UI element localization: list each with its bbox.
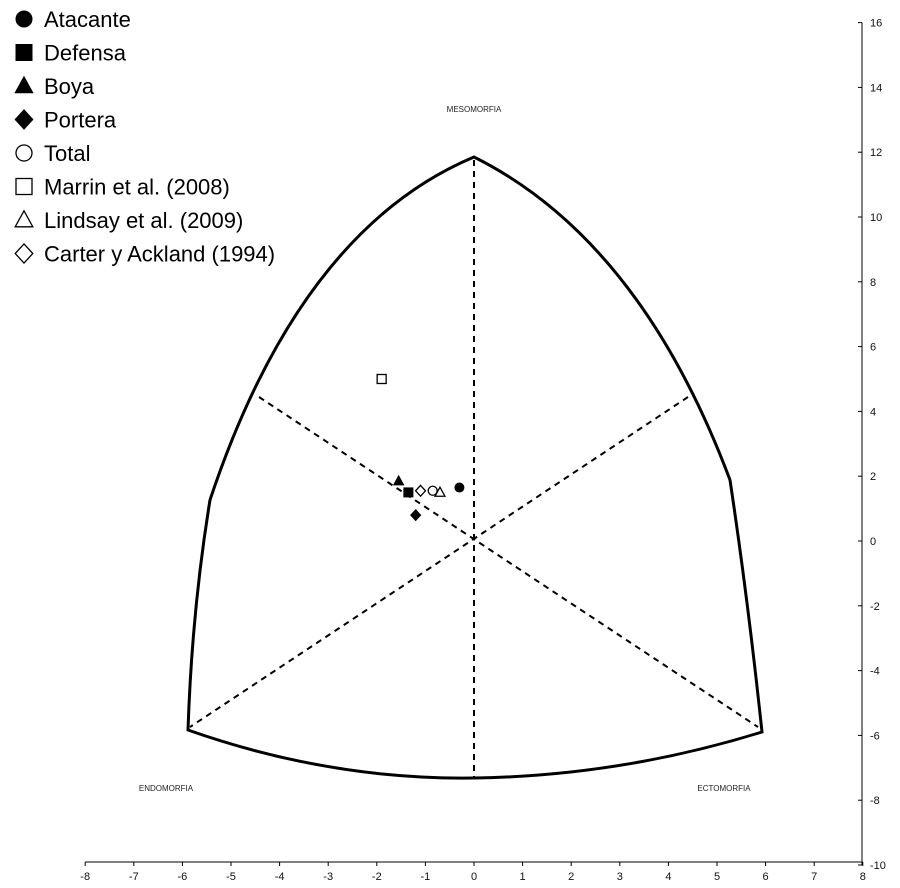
y-tick-label: 2 [870,471,876,483]
x-tick-label: 8 [860,871,866,883]
y-tick-label: 14 [870,82,882,94]
legend-label-defensa: Defensa [44,41,127,66]
x-tick-label: 7 [811,871,817,883]
x-tick-label: -2 [372,871,382,883]
x-tick-label: 4 [665,871,671,883]
point-marrin-et-al-2008 [376,373,387,385]
x-tick-label: -5 [226,871,236,883]
legend-marker-lindsay-et-al-2009 [14,209,34,228]
x-tick-label: 1 [520,871,526,883]
y-tick-label: -6 [870,730,880,742]
legend: Atacante Defensa Boya Portera Total Marrin et… [14,7,275,267]
point-defensa [403,487,414,498]
mesomorfia-label: MESOMORFIA [447,105,502,114]
legend-marker-defensa [15,44,33,61]
data-points [376,373,465,522]
y-tick-label: 6 [870,342,876,354]
somatochart-outline [186,155,764,780]
endomorfia-ectomorfia-diagonal-1 [258,396,759,728]
point-boya [392,474,405,486]
endomorfia-ectomorfia-diagonal-2 [189,396,689,728]
point-portera [410,508,422,522]
y-tick-label: 0 [870,536,876,548]
legend-label-boya: Boya [44,74,95,99]
x-tick-label: 2 [568,871,574,883]
y-tick-label: -4 [870,666,880,678]
y-tick-label: 8 [870,277,876,289]
legend-label-portera: Portera [44,108,117,133]
legend-marker-marrin-et-al-2008 [15,177,33,196]
y-tick-label: 4 [870,406,876,418]
y-tick-label: -8 [870,795,880,807]
x-tick-label: 3 [617,871,623,883]
x-tick-label: -4 [275,871,285,883]
legend-label-lindsay-et-al-2009: Lindsay et al. (2009) [44,208,243,233]
x-tick-label: 5 [714,871,720,883]
legend-marker-total [15,144,33,162]
legend-marker-portera [14,109,34,130]
legend-label-carter-y-ackland-1994: Carter y Ackland (1994) [44,242,275,267]
x-tick-label: 6 [763,871,769,883]
x-tick-label: -1 [421,871,431,883]
y-tick-label: 12 [870,147,882,159]
legend-label-total: Total [44,141,90,166]
x-axis: -8 -7 -6 -5 -4 -3 -2 -1 0 1 2 3 4 5 6 7 8 [80,861,866,883]
legend-label-marrin-et-al-2008: Marrin et al. (2008) [44,175,230,200]
legend-marker-atacante [15,10,33,28]
legend-marker-boya [14,75,34,94]
point-carter-y-ackland-1994 [414,484,427,498]
point-lindsay-et-al-2009 [433,485,447,497]
x-tick-label: -7 [129,871,139,883]
point-total [427,485,438,496]
y-tick-label: 10 [870,212,882,224]
ectomorfia-label: ECTOMORFIA [697,784,751,793]
y-tick-label: -2 [870,601,880,613]
point-atacante [454,482,465,493]
x-tick-label: -8 [80,871,90,883]
x-tick-label: 0 [471,871,477,883]
y-axis: 16 14 12 10 8 6 4 2 0 -2 -4 -6 -8 -10 [858,18,886,872]
y-tick-label: -10 [870,860,886,872]
endomorfia-label: ENDOMORFIA [139,784,194,793]
x-tick-label: -6 [178,871,188,883]
legend-marker-carter-y-ackland-1994 [14,242,34,265]
y-tick-label: 16 [870,18,882,30]
x-tick-label: -3 [323,871,333,883]
legend-label-atacante: Atacante [44,7,131,32]
